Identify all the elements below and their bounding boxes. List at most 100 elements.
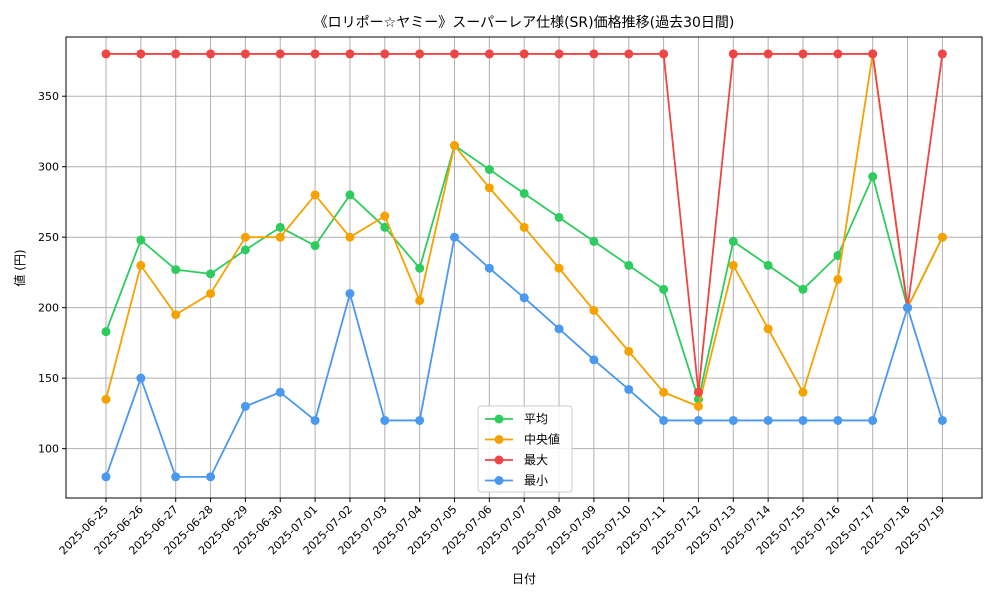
data-point [624, 260, 634, 270]
data-point [693, 387, 703, 397]
data-point [171, 265, 181, 275]
data-point [310, 415, 320, 425]
data-point [415, 263, 425, 273]
data-point [136, 373, 146, 383]
data-point [693, 401, 703, 411]
data-point [206, 289, 216, 299]
data-point [798, 415, 808, 425]
data-point [554, 212, 564, 222]
data-point [310, 241, 320, 251]
data-point [171, 310, 181, 320]
y-tick-label: 350 [38, 90, 59, 103]
data-point [798, 284, 808, 294]
data-point [728, 415, 738, 425]
series-3 [101, 232, 947, 482]
data-point [937, 49, 947, 59]
data-point [728, 260, 738, 270]
legend-marker [494, 476, 504, 485]
data-point [450, 232, 459, 242]
data-point [450, 49, 459, 59]
data-point [728, 236, 738, 246]
x-axis: 2025-06-252025-06-262025-06-272025-06-28… [57, 498, 948, 557]
legend-label: 中央値 [524, 432, 560, 447]
data-point [589, 355, 599, 365]
data-point [554, 49, 564, 59]
data-point [833, 49, 843, 59]
data-point [728, 49, 738, 59]
data-point [101, 472, 111, 482]
data-point [763, 324, 773, 334]
data-point [484, 49, 494, 59]
data-point [554, 263, 564, 273]
data-point [101, 394, 111, 404]
data-point [833, 251, 843, 261]
data-point [763, 49, 773, 59]
data-point [171, 472, 181, 482]
data-point [275, 232, 285, 242]
data-point [519, 293, 529, 303]
data-point [415, 49, 425, 59]
data-point [310, 190, 320, 200]
data-point [240, 401, 250, 411]
y-axis: 100 150 200 250 300 350 [38, 90, 66, 456]
data-point [624, 346, 634, 356]
legend-marker [494, 414, 504, 424]
data-point [380, 49, 390, 59]
series-2 [101, 49, 947, 397]
data-point [798, 49, 808, 59]
data-point [589, 49, 599, 59]
data-point [275, 49, 285, 59]
data-point [450, 141, 459, 151]
series-group [101, 49, 947, 482]
y-tick-label: 100 [38, 443, 59, 456]
data-point [240, 245, 250, 255]
data-point [519, 188, 529, 198]
data-point [136, 49, 146, 59]
data-point [345, 232, 355, 242]
data-point [240, 49, 250, 59]
data-point [275, 387, 285, 397]
data-point [345, 190, 355, 200]
data-point [415, 415, 425, 425]
data-point [101, 327, 111, 337]
data-point [693, 415, 703, 425]
data-point [380, 222, 390, 232]
data-point [519, 222, 529, 232]
data-point [484, 165, 494, 175]
data-point [380, 211, 390, 221]
data-point [589, 236, 599, 246]
data-point [903, 303, 913, 313]
y-tick-label: 250 [38, 231, 59, 244]
chart-title: 《ロリポー☆ヤミー》スーパーレア仕様(SR)価格推移(過去30日間) [314, 15, 735, 31]
data-point [345, 289, 355, 299]
x-axis-label: 日付 [512, 572, 536, 586]
data-point [833, 415, 843, 425]
data-point [206, 472, 216, 482]
data-point [868, 415, 878, 425]
y-axis-label: 値 (円) [12, 249, 27, 286]
data-point [554, 324, 564, 334]
data-point [659, 387, 669, 397]
data-point [206, 269, 216, 279]
data-point [484, 263, 494, 273]
data-point [868, 49, 878, 59]
legend-marker [494, 455, 504, 465]
data-point [937, 415, 947, 425]
data-point [659, 49, 669, 59]
data-point [345, 49, 355, 59]
y-tick-label: 150 [38, 372, 59, 385]
legend-label: 平均 [524, 412, 548, 426]
y-tick-label: 300 [38, 161, 59, 174]
data-point [519, 49, 529, 59]
data-point [624, 384, 634, 394]
data-point [868, 172, 878, 182]
data-point [206, 49, 216, 59]
data-point [763, 260, 773, 270]
legend-label: 最大 [524, 453, 548, 467]
y-tick-label: 200 [38, 302, 59, 315]
data-point [380, 415, 390, 425]
data-point [310, 49, 320, 59]
data-point [101, 49, 111, 59]
legend-label: 最小 [524, 474, 548, 488]
